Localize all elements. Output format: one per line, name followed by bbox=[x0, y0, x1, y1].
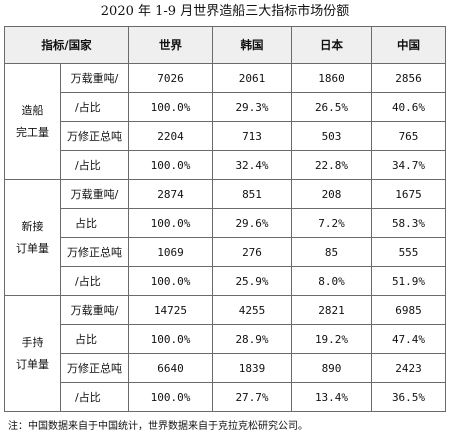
group-label-line1: 造船 bbox=[21, 103, 44, 117]
group-label-line1: 新接 bbox=[21, 219, 44, 233]
japan-cell: 26.5% bbox=[291, 92, 372, 122]
world-cell: 6640 bbox=[128, 353, 213, 383]
korea-cell: 25.9% bbox=[212, 266, 292, 296]
group-label-line1: 手持 bbox=[21, 335, 44, 349]
china-cell: 555 bbox=[371, 237, 446, 267]
header-row: 指标/国家 世界 韩国 日本 中国 bbox=[4, 26, 446, 64]
japan-cell: 19.2% bbox=[291, 324, 372, 354]
world-cell: 14725 bbox=[128, 295, 213, 325]
table-row: /占比 100.0% 29.3% 26.5% 40.6% bbox=[5, 92, 446, 122]
source-note: 注：中国数据来自于中国统计，世界数据来自于克拉克松研究公司。 bbox=[8, 421, 308, 432]
unit-cell: 万修正总吨 bbox=[60, 121, 129, 151]
korea-cell: 27.7% bbox=[212, 382, 292, 412]
table-row: /占比 100.0% 32.4% 22.8% 34.7% bbox=[5, 150, 446, 180]
unit-cell: 万修正总吨 bbox=[60, 353, 129, 383]
japan-cell: 7.2% bbox=[291, 208, 372, 238]
table-row: 手持 订单量 万载重吨/ 14725 4255 2821 6985 bbox=[4, 295, 446, 412]
china-cell: 1675 bbox=[371, 179, 446, 209]
table-row: /占比 100.0% 25.9% 8.0% 51.9% bbox=[5, 266, 446, 296]
japan-cell: 503 bbox=[291, 121, 372, 151]
china-cell: 2423 bbox=[371, 353, 446, 383]
japan-cell: 8.0% bbox=[291, 266, 372, 296]
japan-cell: 890 bbox=[291, 353, 372, 383]
world-cell: 100.0% bbox=[128, 208, 213, 238]
unit-cell: /占比 bbox=[60, 150, 129, 180]
table-row: 占比 100.0% 28.9% 19.2% 47.4% bbox=[5, 324, 446, 354]
korea-cell: 713 bbox=[212, 121, 292, 151]
world-cell: 100.0% bbox=[128, 324, 213, 354]
group-label: 手持 订单量 bbox=[4, 295, 61, 412]
japan-cell: 1860 bbox=[291, 63, 372, 93]
group-label: 造船 完工量 bbox=[4, 63, 61, 180]
unit-cell: 万修正总吨 bbox=[60, 237, 129, 267]
market-share-table: 指标/国家 世界 韩国 日本 中国 造船 完工量 万载重吨/ 7026 2061… bbox=[4, 26, 446, 412]
korea-cell: 28.9% bbox=[212, 324, 292, 354]
unit-cell: 占比 bbox=[60, 324, 129, 354]
table-row: 万修正总吨 1069 276 85 555 bbox=[5, 237, 446, 267]
group-label-line2: 完工量 bbox=[16, 125, 49, 139]
header-japan: 日本 bbox=[291, 26, 372, 64]
korea-cell: 276 bbox=[212, 237, 292, 267]
japan-cell: 2821 bbox=[291, 295, 372, 325]
china-cell: 36.5% bbox=[371, 382, 446, 412]
china-cell: 47.4% bbox=[371, 324, 446, 354]
world-cell: 100.0% bbox=[128, 150, 213, 180]
world-cell: 100.0% bbox=[128, 382, 213, 412]
table-row: /占比 100.0% 27.7% 13.4% 36.5% bbox=[5, 382, 446, 412]
unit-cell: /占比 bbox=[60, 382, 129, 412]
china-cell: 51.9% bbox=[371, 266, 446, 296]
header-korea: 韩国 bbox=[212, 26, 292, 64]
china-cell: 2856 bbox=[371, 63, 446, 93]
unit-cell: 万载重吨/ bbox=[60, 295, 129, 325]
japan-cell: 13.4% bbox=[291, 382, 372, 412]
japan-cell: 85 bbox=[291, 237, 372, 267]
world-cell: 2874 bbox=[128, 179, 213, 209]
china-cell: 34.7% bbox=[371, 150, 446, 180]
china-cell: 58.3% bbox=[371, 208, 446, 238]
world-cell: 1069 bbox=[128, 237, 213, 267]
korea-cell: 32.4% bbox=[212, 150, 292, 180]
unit-cell: 万载重吨/ bbox=[60, 63, 129, 93]
group-label-line2: 订单量 bbox=[16, 357, 49, 371]
table-row: 造船 完工量 万载重吨/ 7026 2061 1860 2856 bbox=[4, 63, 446, 180]
china-cell: 40.6% bbox=[371, 92, 446, 122]
header-indicator: 指标/国家 bbox=[4, 26, 129, 64]
china-cell: 765 bbox=[371, 121, 446, 151]
world-cell: 7026 bbox=[128, 63, 213, 93]
unit-cell: /占比 bbox=[60, 266, 129, 296]
table-row: 新接 订单量 万载重吨/ 2874 851 208 1675 bbox=[4, 179, 446, 296]
japan-cell: 208 bbox=[291, 179, 372, 209]
korea-cell: 851 bbox=[212, 179, 292, 209]
unit-cell: 占比 bbox=[60, 208, 129, 238]
world-cell: 2204 bbox=[128, 121, 213, 151]
unit-cell: 万载重吨/ bbox=[60, 179, 129, 209]
korea-cell: 29.3% bbox=[212, 92, 292, 122]
header-china: 中国 bbox=[371, 26, 446, 64]
world-cell: 100.0% bbox=[128, 266, 213, 296]
world-cell: 100.0% bbox=[128, 92, 213, 122]
group-label-line2: 订单量 bbox=[16, 241, 49, 255]
korea-cell: 1839 bbox=[212, 353, 292, 383]
unit-cell: /占比 bbox=[60, 92, 129, 122]
table-row: 万修正总吨 6640 1839 890 2423 bbox=[5, 353, 446, 383]
korea-cell: 29.6% bbox=[212, 208, 292, 238]
table-row: 万修正总吨 2204 713 503 765 bbox=[5, 121, 446, 151]
china-cell: 6985 bbox=[371, 295, 446, 325]
korea-cell: 4255 bbox=[212, 295, 292, 325]
japan-cell: 22.8% bbox=[291, 150, 372, 180]
korea-cell: 2061 bbox=[212, 63, 292, 93]
group-label: 新接 订单量 bbox=[4, 179, 61, 296]
table-row: 占比 100.0% 29.6% 7.2% 58.3% bbox=[5, 208, 446, 238]
header-world: 世界 bbox=[128, 26, 213, 64]
table-title: 2020 年 1-9 月世界造船三大指标市场份额 bbox=[100, 4, 350, 19]
